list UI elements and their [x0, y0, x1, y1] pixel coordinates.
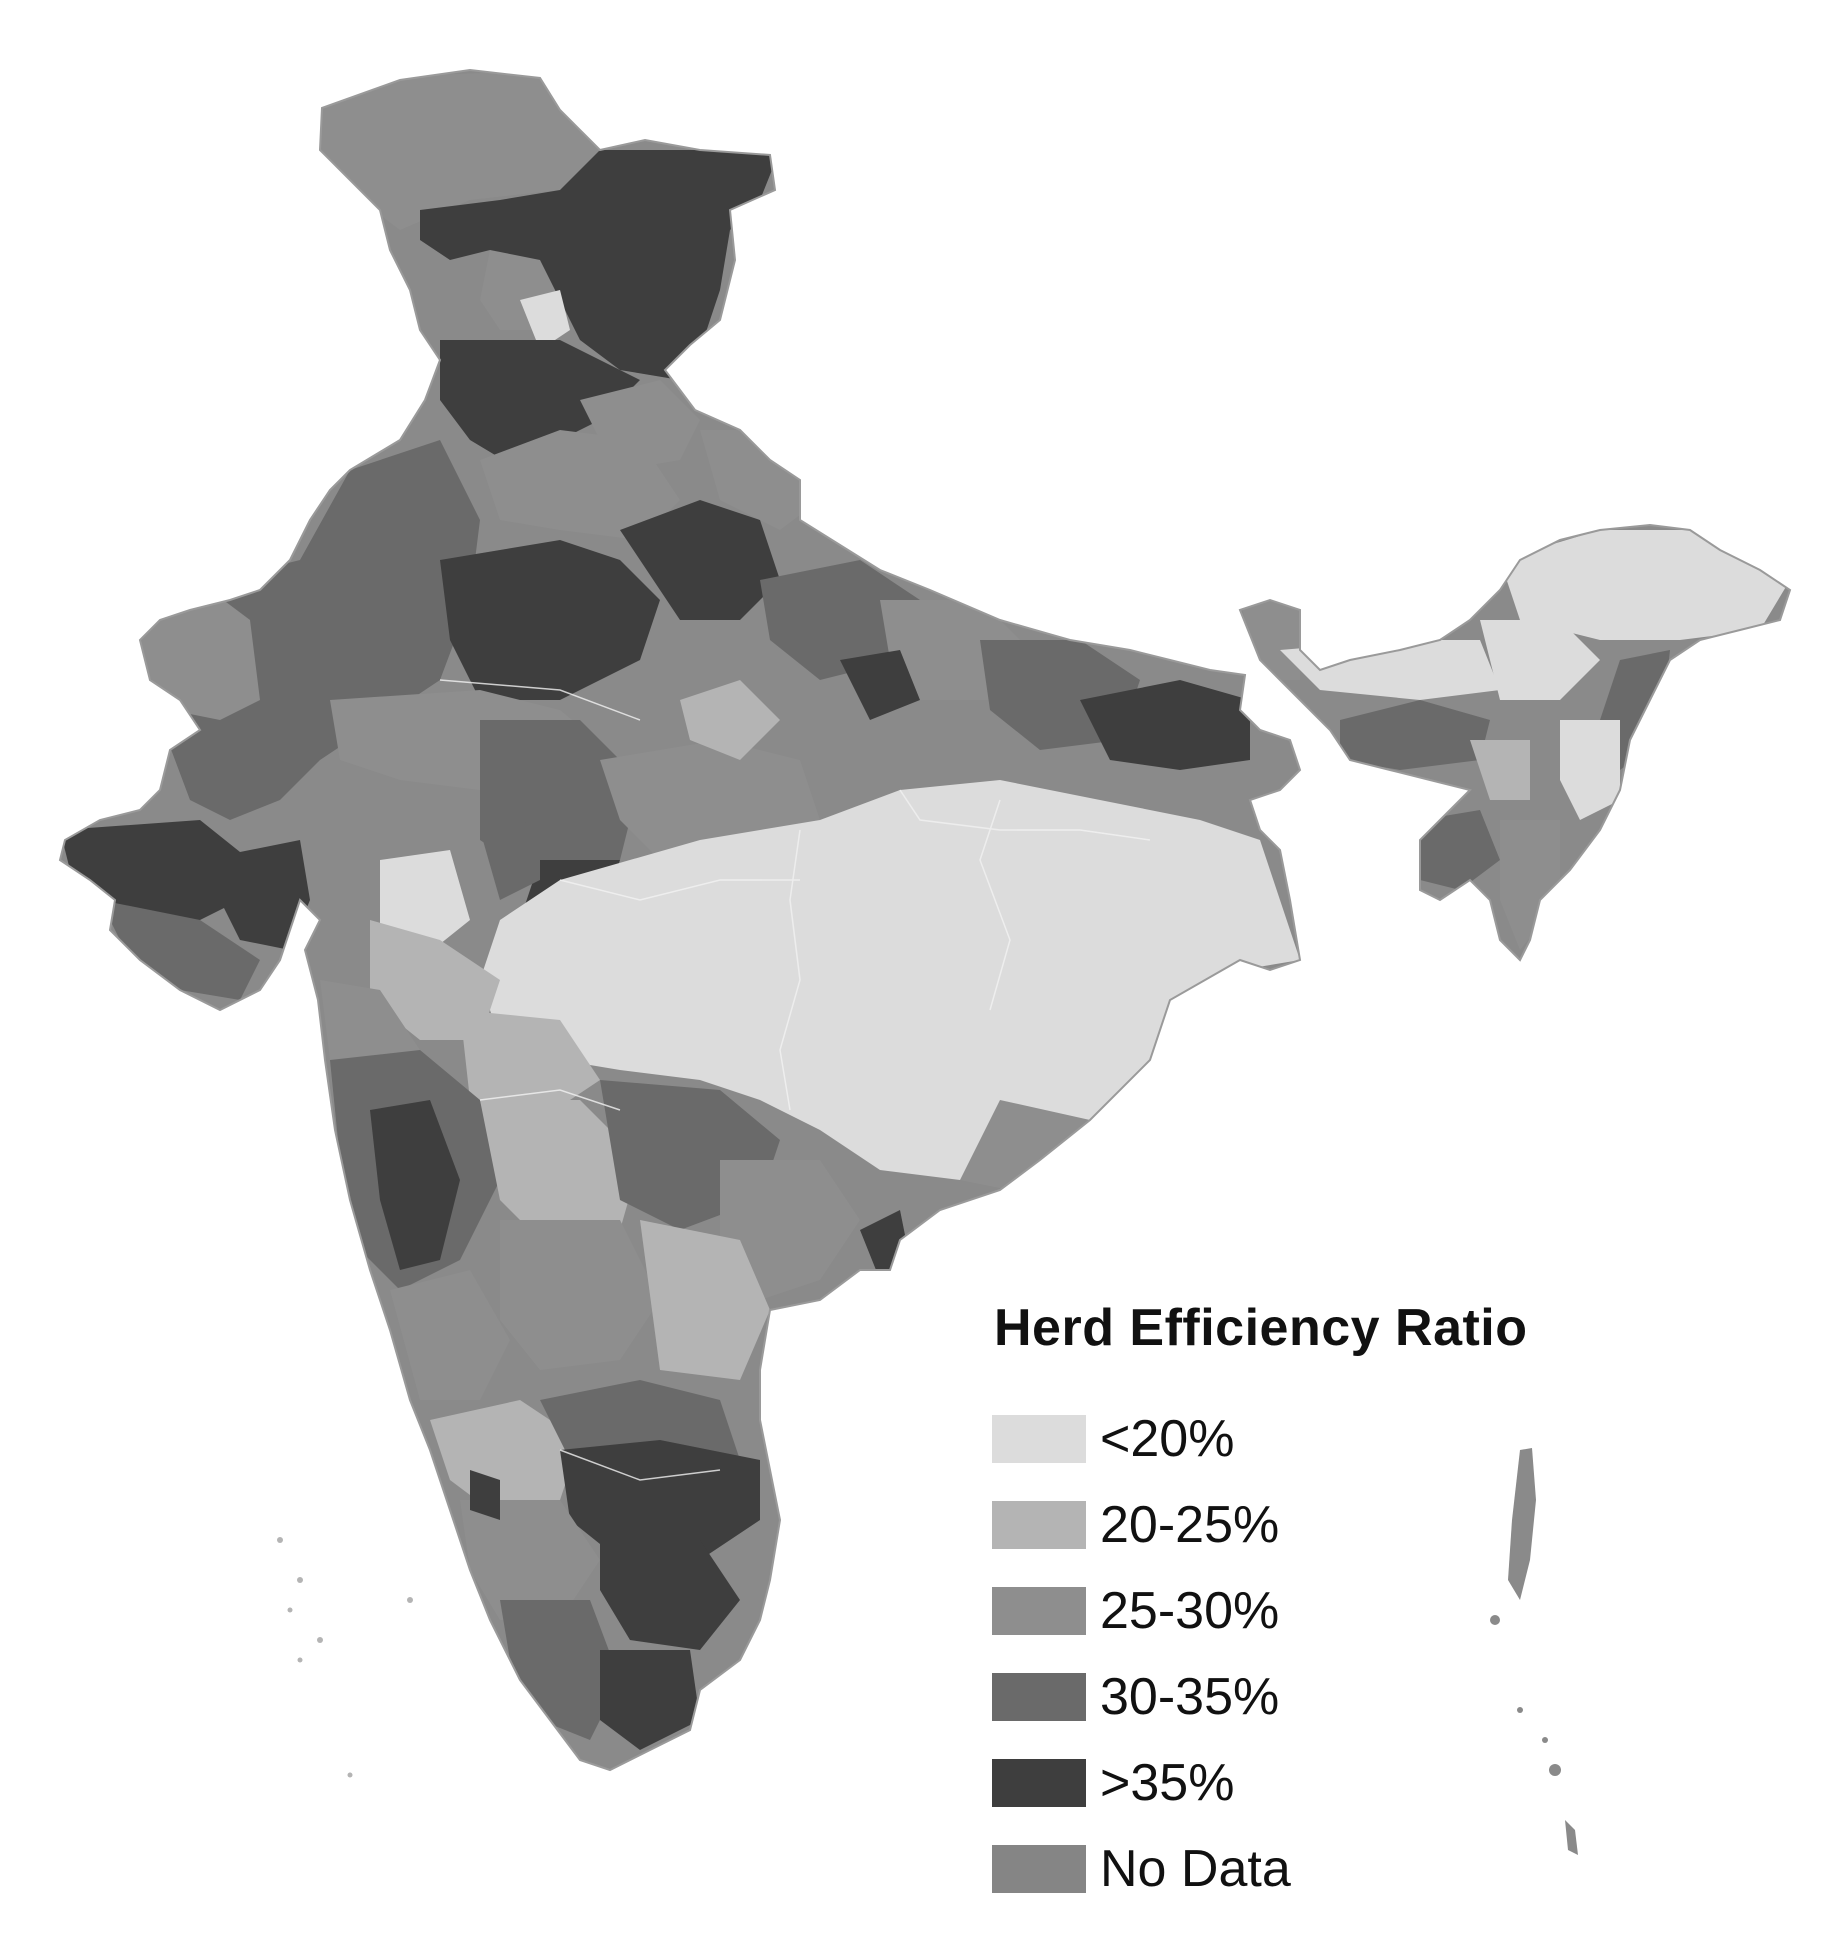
legend-title: Herd Efficiency Ratio [994, 1299, 1528, 1357]
state-boundaries [439, 679, 1151, 1481]
legend-swatch [992, 1759, 1086, 1807]
andaman-nicobar-islands [1490, 1448, 1578, 1855]
legend-item: 25-30% [992, 1568, 1632, 1654]
legend-item: No Data [992, 1826, 1632, 1912]
legend: Herd Efficiency Ratio <20% 20-25% 25-30%… [992, 1298, 1632, 1912]
legend-swatch [992, 1587, 1086, 1635]
legend-label: >35% [1100, 1754, 1235, 1812]
legend-swatch [992, 1501, 1086, 1549]
legend-item: >35% [992, 1740, 1632, 1826]
legend-swatch [992, 1415, 1086, 1463]
legend-swatch [992, 1845, 1086, 1893]
legend-label: No Data [1100, 1840, 1291, 1898]
legend-label: 20-25% [1100, 1496, 1280, 1554]
legend-item: 20-25% [992, 1482, 1632, 1568]
legend-item: <20% [992, 1396, 1632, 1482]
legend-item: 30-35% [992, 1654, 1632, 1740]
lakshadweep-islands [277, 1537, 413, 1778]
legend-label: 30-35% [1100, 1668, 1280, 1726]
legend-label: <20% [1100, 1410, 1235, 1468]
legend-label: 25-30% [1100, 1582, 1280, 1640]
legend-swatch [992, 1673, 1086, 1721]
